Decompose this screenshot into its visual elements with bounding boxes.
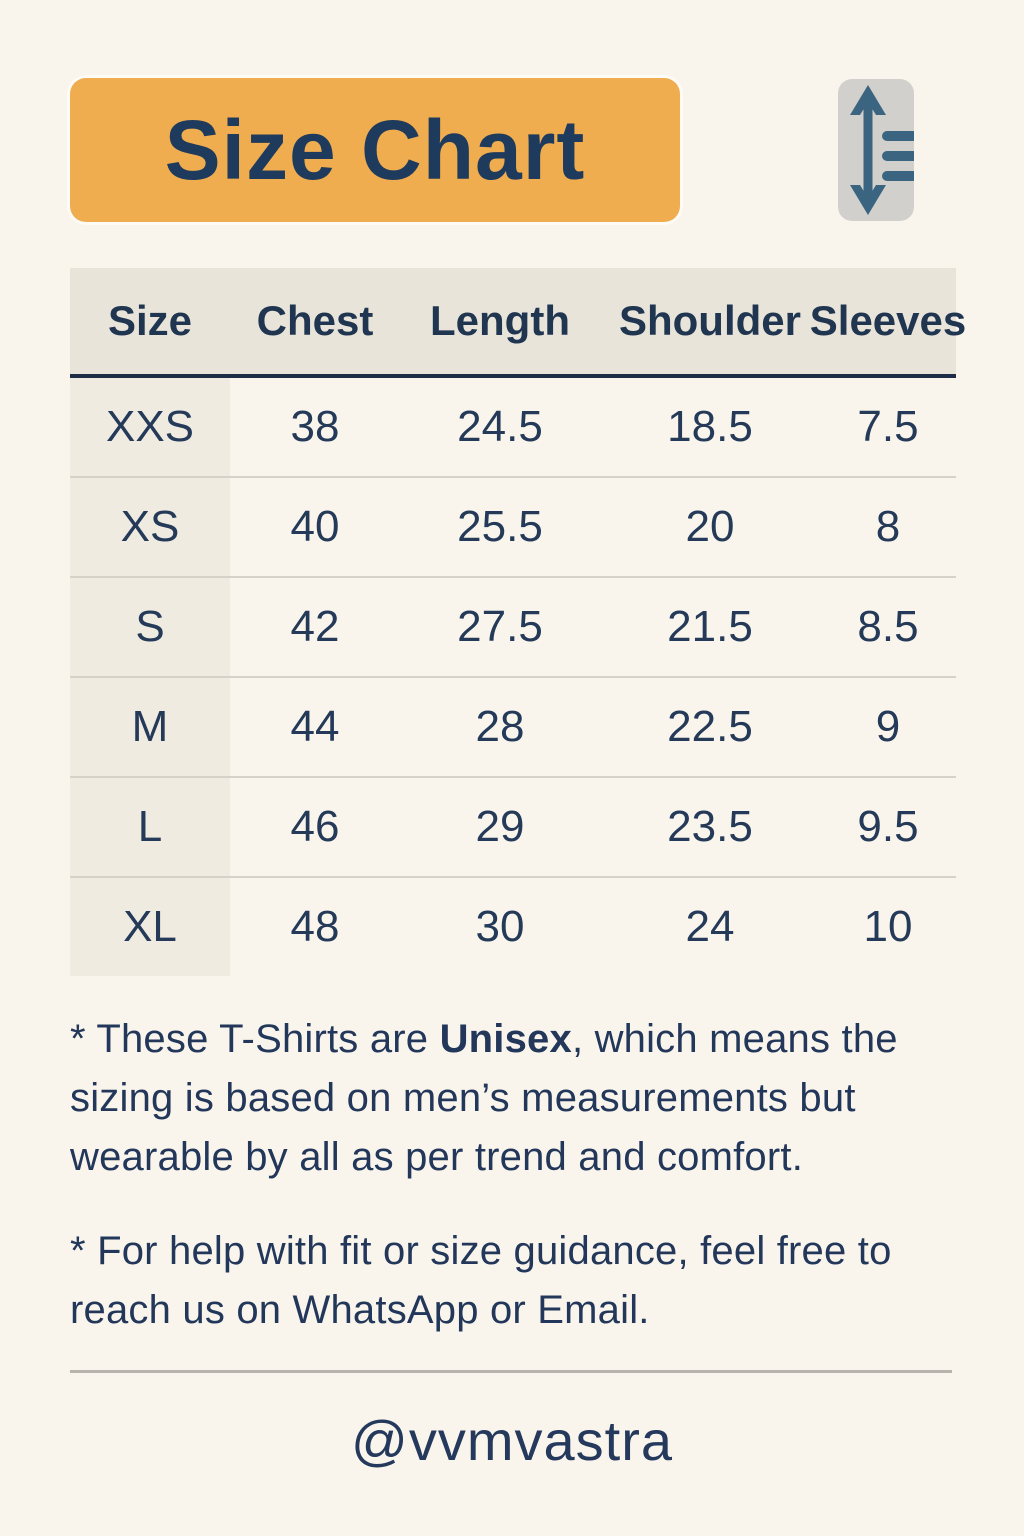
table-row: XS 40 25.5 20 8 <box>70 476 956 576</box>
measurement-cell: 28 <box>475 702 525 751</box>
measurement-cell: 40 <box>290 502 340 551</box>
measurement-cell: 24.5 <box>457 402 543 451</box>
measurement-cell: 22.5 <box>667 702 753 751</box>
measurement-cell: 23.5 <box>667 802 753 851</box>
measurement-cell: 9.5 <box>857 802 919 851</box>
size-label: S <box>70 578 230 676</box>
measurement-cell: 27.5 <box>457 602 543 651</box>
note-bold-text: Unisex <box>439 1017 572 1061</box>
measurement-cell: 8.5 <box>857 602 919 651</box>
size-table: Size Chest Length Shoulder Sleeves XXS 38 24.5… <box>70 268 967 976</box>
note-text: , which means the sizing is based on men… <box>70 1017 898 1179</box>
measurement-cell: 9 <box>875 702 901 751</box>
column-header-sleeves: Sleeves <box>809 297 967 344</box>
note-text: * These T-Shirts are <box>70 1017 440 1061</box>
size-label: M <box>70 678 230 776</box>
measurement-cell: 8 <box>875 502 901 551</box>
size-label: L <box>70 778 230 876</box>
resize-arrow-graphic <box>850 85 914 215</box>
page-title: Size Chart <box>164 102 586 197</box>
size-label: XL <box>70 878 230 976</box>
measurement-cell: 46 <box>290 802 340 851</box>
measurement-cell: 38 <box>290 402 340 451</box>
measurement-cell: 48 <box>290 902 340 951</box>
measurement-cell: 7.5 <box>857 402 919 451</box>
table-row: XXS 38 24.5 18.5 7.5 <box>70 378 956 476</box>
column-header-length: Length <box>430 297 570 344</box>
size-label: XXS <box>70 378 230 476</box>
fit-guidance-note: * For help with fit or size guidance, fe… <box>70 1222 975 1340</box>
column-header-size: Size <box>107 297 193 344</box>
measurement-cell: 20 <box>685 502 735 551</box>
measurement-cell: 30 <box>475 902 525 951</box>
measurement-cell: 21.5 <box>667 602 753 651</box>
table-row: L 46 29 23.5 9.5 <box>70 776 956 876</box>
table-header-row: Size Chest Length Shoulder Sleeves <box>70 268 967 378</box>
column-header-chest: Chest <box>256 297 374 344</box>
measurement-cell: 42 <box>290 602 340 651</box>
size-chart-title-badge: Size Chart <box>70 78 680 222</box>
measurement-cell: 44 <box>290 702 340 751</box>
measurement-cell: 25.5 <box>457 502 543 551</box>
unisex-note: * These T-Shirts are Unisex, which means… <box>70 1010 975 1187</box>
measurement-cell: 10 <box>863 902 913 951</box>
size-label: XS <box>70 478 230 576</box>
vertical-resize-ruler-icon <box>838 79 914 221</box>
column-header-shoulder: Shoulder <box>618 297 801 344</box>
measurement-cell: 29 <box>475 802 525 851</box>
table-row: S 42 27.5 21.5 8.5 <box>70 576 956 676</box>
note-text: * For help with fit or size guidance, fe… <box>70 1229 892 1332</box>
brand-handle: @vvmvastra <box>351 1409 673 1472</box>
measurement-cell: 24 <box>685 902 735 951</box>
measurement-cell: 18.5 <box>667 402 753 451</box>
footer-divider <box>70 1370 952 1373</box>
table-row: XL 48 30 24 10 <box>70 876 956 976</box>
table-row: M 44 28 22.5 9 <box>70 676 956 776</box>
table-body: XXS 38 24.5 18.5 7.5 XS 40 25.5 20 8 S 42 27.5 21.5 8.… <box>70 378 956 976</box>
